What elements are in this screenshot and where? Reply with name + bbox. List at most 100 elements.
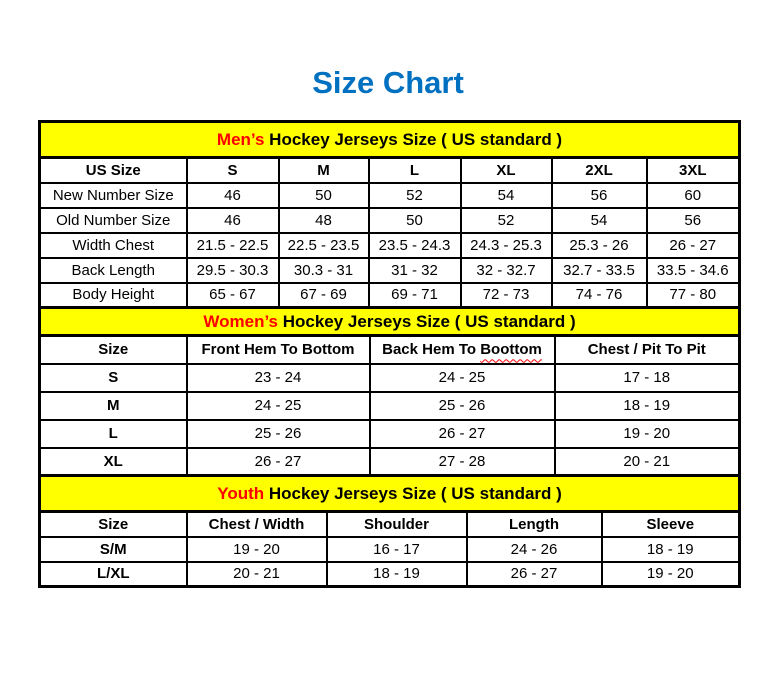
cell-value: 20 - 21 — [185, 560, 328, 588]
cell-value: 30.3 - 31 — [277, 256, 370, 284]
cell-value: 18 - 19 — [600, 535, 741, 563]
mens-size-table: Men’s Hockey Jerseys Size ( US standard … — [38, 120, 741, 309]
womens-size-table: Women’s Hockey Jerseys Size ( US standar… — [37, 306, 742, 477]
cell-value: 17 - 18 — [553, 362, 741, 393]
row-label: New Number Size — [38, 181, 188, 209]
cell-value: 26 - 27 — [465, 560, 603, 588]
youth-section-title-accent: Youth — [217, 483, 265, 503]
column-header: US Size — [38, 156, 188, 184]
table-row: S/M 19 - 20 16 - 17 24 - 26 18 - 19 — [38, 535, 741, 563]
column-header: Shoulder — [325, 510, 468, 538]
table-row: M 24 - 25 25 - 26 18 - 19 — [38, 390, 741, 421]
cell-value: 33.5 - 34.6 — [645, 256, 741, 284]
cell-value: 77 - 80 — [645, 281, 741, 309]
cell-value: 20 - 21 — [553, 446, 741, 477]
womens-column-header-row: Size Front Hem To Bottom Back Hem To Boott… — [38, 334, 741, 365]
column-header: Length — [465, 510, 603, 538]
row-label: Body Height — [38, 281, 188, 309]
size-chart-page: Size Chart Men’s Hockey Jerseys Size ( U… — [0, 64, 776, 588]
cell-value: 16 - 17 — [325, 535, 468, 563]
cell-value: 46 — [185, 206, 280, 234]
mens-column-header-row: US Size S M L XL 2XL 3XL — [38, 156, 741, 184]
cell-value: 46 — [185, 181, 280, 209]
table-row: New Number Size 46 50 52 54 56 60 — [38, 181, 741, 209]
cell-value: 25.3 - 26 — [550, 231, 648, 259]
cell-value: 26 - 27 — [368, 418, 556, 449]
column-header: Chest / Pit To Pit — [553, 334, 741, 365]
column-header: Front Hem To Bottom — [185, 334, 371, 365]
mens-section-header-row: Men’s Hockey Jerseys Size ( US standard … — [38, 120, 741, 159]
table-row: L 25 - 26 26 - 27 19 - 20 — [38, 418, 741, 449]
youth-section-title: Youth Hockey Jerseys Size ( US standard … — [37, 474, 742, 513]
column-header: Size — [38, 334, 188, 365]
table-row: Width Chest 21.5 - 22.5 22.5 - 23.5 23.5 - … — [38, 231, 741, 259]
table-row: S 23 - 24 24 - 25 17 - 18 — [38, 362, 741, 393]
cell-value: 65 - 67 — [185, 281, 280, 309]
youth-column-header-row: Size Chest / Width Shoulder Length Sleeve — [38, 510, 741, 538]
misspelled-word: Boottom — [480, 341, 542, 359]
row-label: Back Length — [38, 256, 188, 284]
cell-value: 19 - 20 — [185, 535, 328, 563]
cell-value: 48 — [277, 206, 370, 234]
cell-value: 18 - 19 — [325, 560, 468, 588]
size-chart-tables: Men’s Hockey Jerseys Size ( US standard … — [37, 120, 742, 588]
cell-value: 26 - 27 — [645, 231, 741, 259]
row-label: L/XL — [38, 560, 188, 588]
column-header: XL — [459, 156, 553, 184]
cell-value: 54 — [550, 206, 648, 234]
cell-value: 32 - 32.7 — [459, 256, 553, 284]
table-row: XL 26 - 27 27 - 28 20 - 21 — [38, 446, 741, 477]
column-header: Sleeve — [600, 510, 741, 538]
cell-value: 24 - 25 — [185, 390, 371, 421]
row-label: S/M — [38, 535, 188, 563]
cell-value: 32.7 - 33.5 — [550, 256, 648, 284]
column-header: Chest / Width — [185, 510, 328, 538]
cell-value: 29.5 - 30.3 — [185, 256, 280, 284]
cell-value: 74 - 76 — [550, 281, 648, 309]
cell-value: 19 - 20 — [553, 418, 741, 449]
youth-section-header-row: Youth Hockey Jerseys Size ( US standard … — [37, 474, 742, 513]
row-label: XL — [38, 446, 188, 477]
column-header: 2XL — [550, 156, 648, 184]
row-label: Width Chest — [38, 231, 188, 259]
row-label: L — [38, 418, 188, 449]
table-row: Body Height 65 - 67 67 - 69 69 - 71 72 - 73 7… — [38, 281, 741, 309]
mens-section-title-accent: Men’s — [216, 129, 265, 149]
cell-value: 69 - 71 — [367, 281, 462, 309]
cell-value: 56 — [550, 181, 648, 209]
cell-value: 72 - 73 — [459, 281, 553, 309]
cell-value: 31 - 32 — [367, 256, 462, 284]
womens-section-title-accent: Women’s — [203, 311, 278, 331]
cell-value: 60 — [645, 181, 741, 209]
cell-value: 52 — [367, 181, 462, 209]
cell-value: 21.5 - 22.5 — [185, 231, 280, 259]
cell-value: 18 - 19 — [553, 390, 741, 421]
cell-value: 23 - 24 — [185, 362, 371, 393]
row-label: S — [38, 362, 188, 393]
table-row: Old Number Size 46 48 50 52 54 56 — [38, 206, 741, 234]
row-label: Old Number Size — [38, 206, 188, 234]
cell-value: 24 - 26 — [465, 535, 603, 563]
column-header: Size — [38, 510, 188, 538]
cell-value: 56 — [645, 206, 741, 234]
cell-value: 23.5 - 24.3 — [367, 231, 462, 259]
table-row: Back Length 29.5 - 30.3 30.3 - 31 31 - 32 32… — [38, 256, 741, 284]
cell-value: 67 - 69 — [277, 281, 370, 309]
cell-value: 22.5 - 23.5 — [277, 231, 370, 259]
row-label: M — [38, 390, 188, 421]
table-row: L/XL 20 - 21 18 - 19 26 - 27 19 - 20 — [38, 560, 741, 588]
cell-value: 50 — [367, 206, 462, 234]
cell-value: 25 - 26 — [368, 390, 556, 421]
column-header: M — [277, 156, 370, 184]
cell-value: 27 - 28 — [368, 446, 556, 477]
womens-section-header-row: Women’s Hockey Jerseys Size ( US standar… — [37, 306, 742, 337]
womens-section-title: Women’s Hockey Jerseys Size ( US standar… — [37, 306, 742, 337]
page-title: Size Chart — [312, 65, 464, 100]
youth-size-table: Youth Hockey Jerseys Size ( US standard … — [37, 474, 742, 588]
column-header: Back Hem To Boottom — [368, 334, 556, 365]
column-header: S — [185, 156, 280, 184]
mens-section-title: Men’s Hockey Jerseys Size ( US standard … — [38, 120, 741, 159]
column-header: L — [367, 156, 462, 184]
cell-value: 25 - 26 — [185, 418, 371, 449]
cell-value: 24.3 - 25.3 — [459, 231, 553, 259]
